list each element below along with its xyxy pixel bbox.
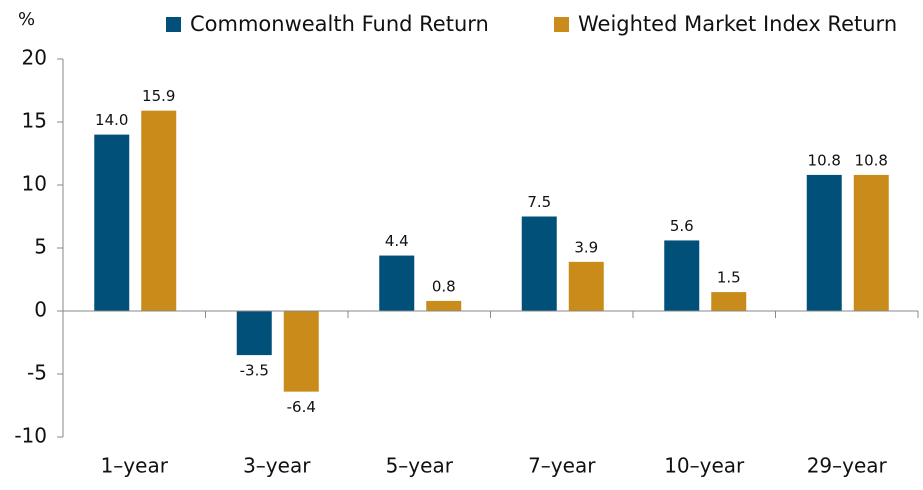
legend-swatch [554,17,569,32]
bar [141,110,177,311]
legend-label: Commonwealth Fund Return [190,12,489,36]
value-label: 3.9 [574,238,598,256]
y-tick-label: 15 [22,109,47,133]
value-label: 10.8 [855,151,888,169]
y-tick-label: 0 [34,298,47,322]
value-label: 1.5 [717,269,741,287]
value-label: -6.4 [287,398,316,416]
bar [806,174,842,311]
bar [568,261,604,311]
bar [283,311,319,392]
x-tick-label: 29–year [807,454,888,478]
value-label: 14.0 [95,111,128,129]
bar [236,311,272,356]
value-label: 10.8 [808,151,841,169]
legend-swatch [166,17,181,32]
bar [853,174,889,311]
value-label: 7.5 [527,193,551,211]
x-tick-label: 7–year [528,454,596,478]
legend-label: Weighted Market Index Return [578,12,897,36]
x-tick-label: 1–year [101,454,169,478]
value-label: 4.4 [385,232,409,250]
bar [711,292,747,311]
value-label: 15.9 [142,87,175,105]
value-label: 5.6 [670,217,694,235]
y-tick-label: -5 [27,361,47,385]
bar [94,134,130,311]
bar [521,216,557,311]
value-label: 0.8 [432,277,456,295]
y-axis-label: % [18,9,35,30]
bar [379,255,415,311]
bar [664,240,700,311]
y-tick-label: 5 [34,235,47,259]
x-tick-label: 5–year [386,454,454,478]
y-tick-label: -10 [14,424,47,448]
x-tick-label: 3–year [243,454,311,478]
y-tick-label: 10 [22,172,47,196]
value-label: -3.5 [240,362,269,380]
x-tick-label: 10–year [664,454,745,478]
bar [426,300,462,311]
y-tick-label: 20 [22,46,47,70]
